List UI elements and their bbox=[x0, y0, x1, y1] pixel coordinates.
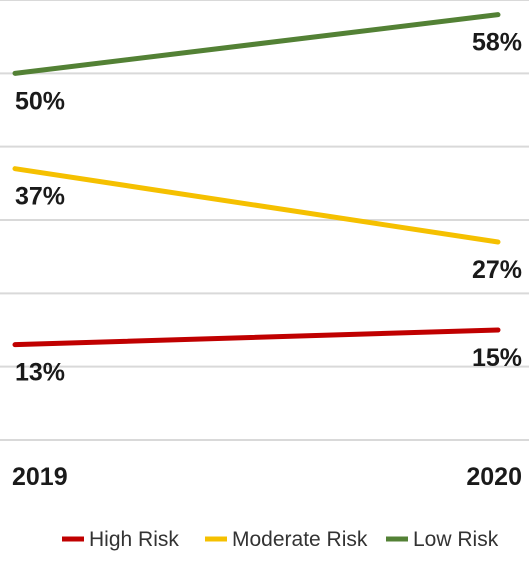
legend-item-moderate-risk: Moderate Risk bbox=[205, 528, 368, 551]
data-label-high-risk-2019: 13% bbox=[15, 359, 65, 387]
series-lines bbox=[12, 12, 501, 348]
legend-label-high-risk: High Risk bbox=[89, 528, 179, 551]
data-labels: 13% 15% 37% 27% 50% 58% bbox=[15, 29, 522, 387]
legend-label-moderate-risk: Moderate Risk bbox=[232, 528, 368, 551]
x-tick-label-2019: 2019 bbox=[12, 463, 68, 491]
legend-item-low-risk: Low Risk bbox=[386, 528, 499, 551]
gridlines bbox=[0, 0, 529, 441]
legend-label-low-risk: Low Risk bbox=[413, 528, 499, 551]
x-axis: 2019 2020 bbox=[12, 463, 522, 491]
data-label-low-risk-2019: 50% bbox=[15, 87, 65, 115]
data-label-moderate-risk-2020: 27% bbox=[472, 256, 522, 284]
legend: High Risk Moderate Risk Low Risk bbox=[62, 528, 499, 551]
series-line-moderate-risk bbox=[12, 166, 501, 245]
series-line-low-risk bbox=[12, 12, 501, 76]
data-label-high-risk-2020: 15% bbox=[472, 344, 522, 372]
x-tick-label-2020: 2020 bbox=[466, 463, 522, 491]
legend-item-high-risk: High Risk bbox=[62, 528, 179, 551]
series-line-high-risk bbox=[12, 327, 501, 348]
data-label-moderate-risk-2019: 37% bbox=[15, 183, 65, 211]
data-label-low-risk-2020: 58% bbox=[472, 29, 522, 57]
